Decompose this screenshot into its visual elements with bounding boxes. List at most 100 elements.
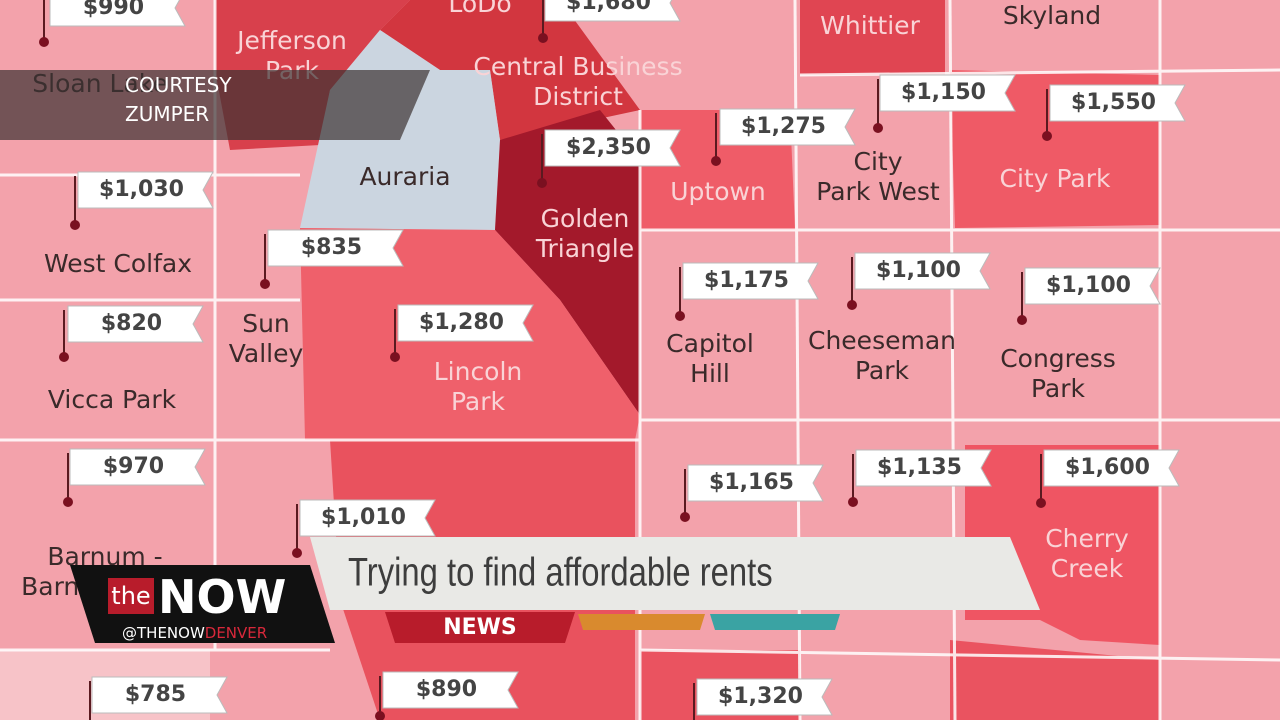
price-flag [49, 0, 186, 27]
handle: @THENOW [122, 624, 205, 642]
pin [375, 711, 385, 720]
price-flag [1043, 449, 1180, 487]
pin [63, 497, 73, 507]
price-flag [91, 676, 228, 714]
neighborhood-name: Golden [541, 204, 630, 233]
price-label: $1,600 [1065, 455, 1150, 480]
neighborhood-name: Congress [1000, 344, 1116, 373]
pin [680, 512, 690, 522]
price-label: $990 [83, 0, 144, 20]
price-flag [855, 449, 992, 487]
neighborhood-name: City [854, 147, 903, 176]
neighborhood-name: Park [855, 356, 910, 385]
pin [1017, 315, 1027, 325]
headline: Trying to find affordable rents [348, 549, 773, 594]
pin [390, 352, 400, 362]
neighborhood-name: Park West [816, 177, 940, 206]
neighborhood-name: Auraria [359, 162, 450, 191]
pin [39, 37, 49, 47]
price-flag [1049, 84, 1186, 122]
price-flag [1024, 267, 1161, 305]
neighborhood-name: Sun [242, 309, 290, 338]
pin [848, 497, 858, 507]
neighborhood-name: District [533, 82, 623, 111]
price-label: $1,165 [709, 470, 794, 495]
price-label: $1,680 [566, 0, 651, 15]
price-label: $1,100 [1046, 273, 1131, 298]
price-label: $1,030 [99, 177, 184, 202]
price-flag [879, 74, 1016, 112]
neighborhood-name: Vicca Park [48, 385, 177, 414]
price-label: $1,175 [704, 268, 789, 293]
pin [847, 300, 857, 310]
credit-band: COURTESY ZUMPER [0, 70, 430, 140]
neighborhood-name: Central Business [473, 52, 682, 81]
section: NEWS [443, 615, 517, 640]
neighborhood-name: Park [451, 387, 506, 416]
neighborhood-name: Lincoln [434, 357, 523, 386]
neighborhood-name: Whittier [820, 11, 920, 40]
price-flag [544, 129, 681, 167]
price-label: $1,275 [741, 114, 826, 139]
credit-text: COURTESY [125, 73, 232, 97]
price-label: $820 [101, 311, 162, 336]
logo-now: NOW [158, 570, 286, 624]
neighborhood-name: West Colfax [44, 249, 192, 278]
neighborhood-name: City Park [1000, 164, 1111, 193]
price-label: $2,350 [566, 135, 651, 160]
price-flag [382, 671, 519, 709]
price-label: $1,135 [877, 455, 962, 480]
neighborhood-name: LoDo [448, 0, 511, 18]
price-label: $890 [416, 677, 477, 702]
price-flag [696, 678, 833, 716]
neighborhood-name: Park [1031, 374, 1086, 403]
price-flag [267, 229, 404, 267]
price-flag [397, 304, 534, 342]
price-flag [299, 499, 436, 537]
logo-the: the [111, 582, 150, 610]
price-label: $1,010 [321, 505, 406, 530]
neighborhood-name: Skyland [1003, 1, 1101, 30]
price-flag [69, 448, 206, 486]
price-label: $1,550 [1071, 90, 1156, 115]
price-flag [687, 464, 824, 502]
neighborhood-name: Jefferson [235, 26, 347, 55]
neighborhood-name: Cherry [1045, 524, 1129, 553]
map-labels: JeffersonParkLoDoWhittierSkylandSloan La… [21, 0, 1186, 720]
neighborhood-name: Cheeseman [808, 326, 956, 355]
neighborhood-name: Capitol [666, 329, 754, 358]
pin [675, 311, 685, 321]
pin [537, 178, 547, 188]
lower-third: Trying to find affordable rents the NOW … [70, 537, 1040, 643]
pin [70, 220, 80, 230]
pin [260, 279, 270, 289]
pin [711, 156, 721, 166]
pin [292, 548, 302, 558]
price-label: $1,100 [876, 258, 961, 283]
neighborhood-name: Creek [1051, 554, 1124, 583]
price-label: $835 [301, 235, 362, 260]
price-flag [854, 252, 991, 290]
price-label: $1,280 [419, 310, 504, 335]
pin [1042, 131, 1052, 141]
neighborhood-name: Uptown [670, 177, 766, 206]
pin [873, 123, 883, 133]
pin [59, 352, 69, 362]
price-label: $1,320 [718, 684, 803, 709]
pin [1036, 498, 1046, 508]
handle-city: DENVER [205, 624, 267, 642]
price-label: $785 [125, 682, 186, 707]
neighborhood-name: Hill [690, 359, 730, 388]
price-label: $970 [103, 454, 164, 479]
pin [538, 33, 548, 43]
price-flag [719, 108, 856, 146]
price-label: $1,150 [901, 80, 986, 105]
price-flag [67, 305, 204, 343]
credit-text: ZUMPER [125, 102, 209, 126]
price-flag [544, 0, 681, 22]
price-flag [682, 262, 819, 300]
price-flag [77, 171, 214, 209]
logo-handle: @THENOWDENVER [122, 624, 267, 642]
neighborhood-name: Triangle [535, 234, 634, 263]
